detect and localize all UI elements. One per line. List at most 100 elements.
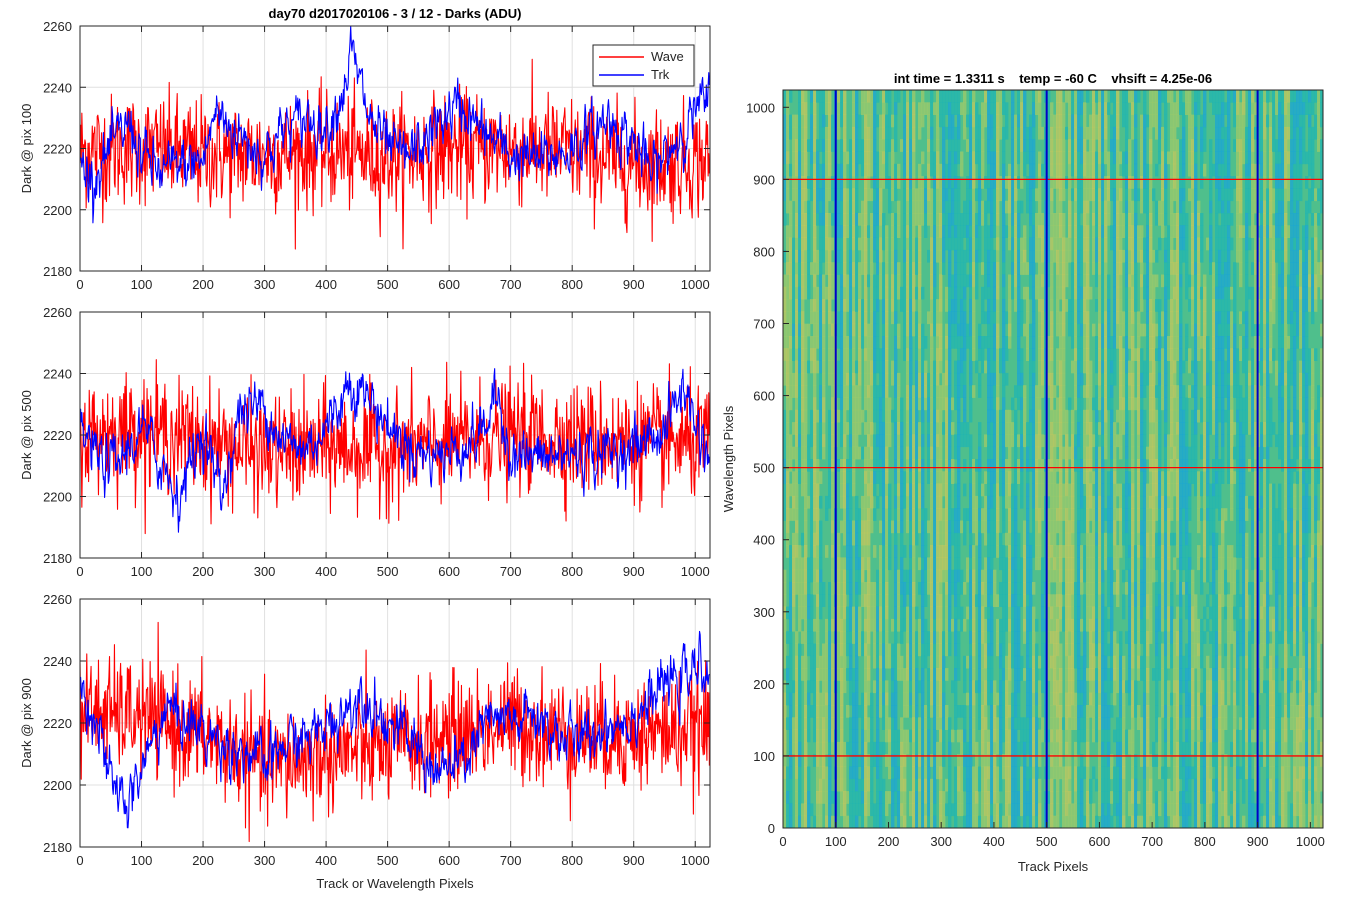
heatmap-cell	[852, 372, 856, 386]
heatmap-cell	[1032, 520, 1036, 534]
heatmap-cell	[930, 188, 934, 202]
heatmap-cell	[789, 348, 793, 361]
heatmap-cell	[1077, 249, 1081, 263]
heatmap-cell	[885, 459, 889, 472]
heatmap-cell	[840, 569, 844, 583]
heatmap-cell	[819, 360, 823, 374]
heatmap-cell	[912, 237, 916, 251]
heatmap-cell	[990, 815, 994, 828]
heatmap-cell	[948, 582, 952, 595]
heatmap-cell	[855, 114, 859, 128]
heatmap-cell	[855, 594, 859, 607]
heatmap-cell	[873, 286, 877, 300]
heatmap-cell	[903, 262, 907, 275]
heatmap-cell	[807, 582, 811, 595]
heatmap-cell	[789, 249, 793, 263]
heatmap-cell	[1017, 237, 1021, 251]
heatmap-cell	[1056, 225, 1060, 238]
heatmap-cell	[936, 495, 940, 509]
heatmap-cell	[921, 188, 925, 202]
heatmap-cell	[957, 90, 961, 103]
heatmap-cell	[912, 520, 916, 534]
heatmap-cell	[1089, 126, 1093, 140]
heatmap-cell	[1086, 520, 1090, 534]
heatmap-cell	[1062, 717, 1066, 730]
heatmap-cell	[921, 717, 925, 730]
heatmap-cell	[804, 249, 808, 263]
heatmap-cell	[1026, 766, 1030, 780]
heatmap-cell	[939, 643, 943, 657]
heatmap-cell	[798, 791, 802, 804]
heatmap-cell	[984, 274, 988, 288]
heatmap-cell	[990, 791, 994, 804]
heatmap-cell	[978, 249, 982, 263]
x-tick-label: 200	[192, 277, 214, 292]
heatmap-cell	[927, 102, 931, 115]
heatmap-cell	[876, 311, 880, 325]
heatmap-cell	[987, 126, 991, 140]
heatmap-cell	[888, 754, 892, 767]
heatmap-cell	[891, 741, 895, 755]
heatmap-cell	[882, 557, 886, 571]
heatmap-cell	[1032, 176, 1036, 189]
heatmap-cell	[813, 422, 817, 435]
heatmap-cell	[948, 495, 952, 509]
heatmap-cell	[945, 409, 949, 423]
heatmap-cell	[894, 459, 898, 472]
heatmap-cell	[906, 495, 910, 509]
heatmap-cell	[879, 188, 883, 202]
heatmap-cell	[798, 434, 802, 448]
heatmap-cell	[897, 200, 901, 214]
heatmap-cell	[849, 668, 853, 681]
heatmap-cell	[894, 311, 898, 325]
heatmap-cell	[969, 286, 973, 300]
heatmap-cell	[1062, 372, 1066, 386]
heatmap-cell	[873, 471, 877, 484]
heatmap-cell	[993, 692, 997, 706]
heatmap-cell	[978, 225, 982, 238]
heatmap-cell	[900, 520, 904, 534]
heatmap-cell	[981, 692, 985, 706]
heatmap-cell	[1080, 545, 1084, 558]
heatmap-cell	[888, 422, 892, 435]
heatmap-cell	[1011, 754, 1015, 767]
heatmap-cell	[939, 495, 943, 509]
heatmap-cell	[1059, 90, 1063, 103]
heatmap-cell	[900, 655, 904, 669]
heatmap-cell	[882, 680, 886, 694]
heatmap-cell	[939, 778, 943, 792]
heatmap-cell	[879, 360, 883, 374]
heatmap-cell	[831, 397, 835, 411]
heatmap-cell	[1053, 631, 1057, 644]
heatmap-cell	[819, 249, 823, 263]
heatmap-cell	[906, 618, 910, 632]
heatmap-cell	[1068, 545, 1072, 558]
heatmap-cell	[828, 114, 832, 128]
heatmap-cell	[972, 741, 976, 755]
heatmap-cell	[999, 90, 1003, 103]
heatmap-cell	[1065, 692, 1069, 706]
heatmap-cell	[984, 520, 988, 534]
heatmap-cell	[951, 274, 955, 288]
heatmap-cell	[909, 680, 913, 694]
heatmap-cell	[927, 631, 931, 644]
heatmap-cell	[945, 557, 949, 571]
heatmap-cell	[1059, 311, 1063, 325]
heatmap-cell	[1035, 90, 1039, 103]
heatmap-cell	[1026, 557, 1030, 571]
heatmap-cell	[1062, 422, 1066, 435]
heatmap-cell	[993, 594, 997, 607]
heatmap-cell	[828, 360, 832, 374]
heatmap-cell	[993, 249, 997, 263]
heatmap-cell	[1056, 791, 1060, 804]
heatmap-cell	[837, 102, 841, 115]
heatmap-cell	[1071, 655, 1075, 669]
heatmap-cell	[858, 299, 862, 312]
heatmap-cell	[1014, 213, 1018, 226]
heatmap-cell	[798, 815, 802, 828]
heatmap-cell	[1041, 594, 1045, 607]
heatmap-cell	[789, 791, 793, 804]
heatmap-cell	[891, 766, 895, 780]
heatmap-cell	[1080, 582, 1084, 595]
heatmap-cell	[897, 459, 901, 472]
